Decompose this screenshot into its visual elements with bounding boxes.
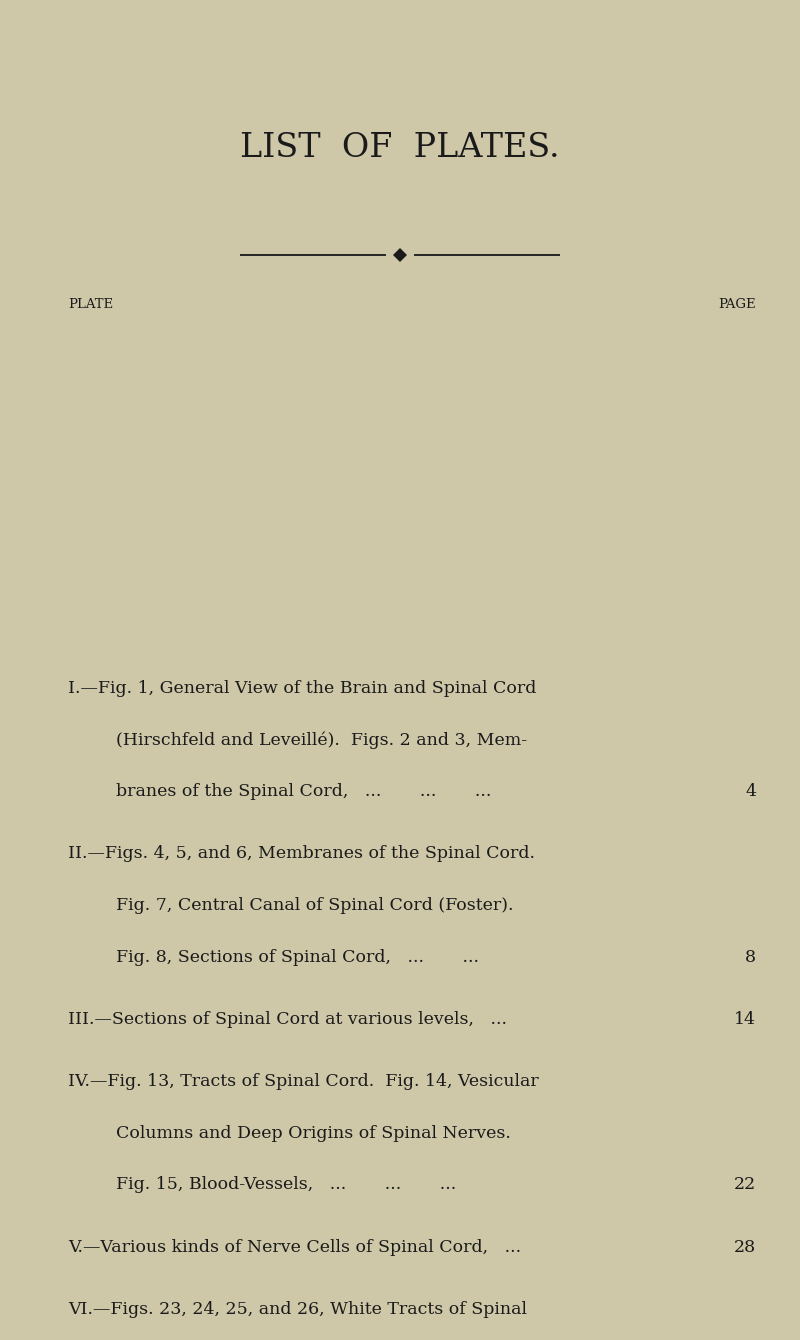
Text: 4: 4: [745, 783, 756, 800]
Text: PLATE: PLATE: [68, 299, 113, 311]
Text: 28: 28: [734, 1238, 756, 1256]
Text: Columns and Deep Origins of Spinal Nerves.: Columns and Deep Origins of Spinal Nerve…: [116, 1124, 511, 1142]
Text: LIST  OF  PLATES.: LIST OF PLATES.: [240, 133, 560, 163]
Text: 14: 14: [734, 1010, 756, 1028]
Text: IV.—Fig. 13, Tracts of Spinal Cord.  Fig. 14, Vesicular: IV.—Fig. 13, Tracts of Spinal Cord. Fig.…: [68, 1073, 538, 1091]
Text: Fig. 15, Blood-Vessels,   ...       ...       ...: Fig. 15, Blood-Vessels, ... ... ...: [116, 1177, 456, 1194]
Text: (Hirschfeld and Leveillé).  Figs. 2 and 3, Mem-: (Hirschfeld and Leveillé). Figs. 2 and 3…: [116, 732, 527, 749]
Text: I.—Fig. 1, General View of the Brain and Spinal Cord: I.—Fig. 1, General View of the Brain and…: [68, 679, 536, 697]
Text: branes of the Spinal Cord,   ...       ...       ...: branes of the Spinal Cord, ... ... ...: [116, 783, 491, 800]
Text: V.—Various kinds of Nerve Cells of Spinal Cord,   ...: V.—Various kinds of Nerve Cells of Spina…: [68, 1238, 521, 1256]
Text: 8: 8: [745, 949, 756, 966]
Text: PAGE: PAGE: [718, 299, 756, 311]
Text: II.—Figs. 4, 5, and 6, Membranes of the Spinal Cord.: II.—Figs. 4, 5, and 6, Membranes of the …: [68, 846, 535, 863]
Text: Fig. 8, Sections of Spinal Cord,   ...       ...: Fig. 8, Sections of Spinal Cord, ... ...: [116, 949, 479, 966]
Text: 22: 22: [734, 1177, 756, 1194]
Text: Fig. 7, Central Canal of Spinal Cord (Foster).: Fig. 7, Central Canal of Spinal Cord (Fo…: [116, 896, 514, 914]
Text: III.—Sections of Spinal Cord at various levels,   ...: III.—Sections of Spinal Cord at various …: [68, 1010, 507, 1028]
Text: VI.—Figs. 23, 24, 25, and 26, White Tracts of Spinal: VI.—Figs. 23, 24, 25, and 26, White Trac…: [68, 1301, 527, 1319]
